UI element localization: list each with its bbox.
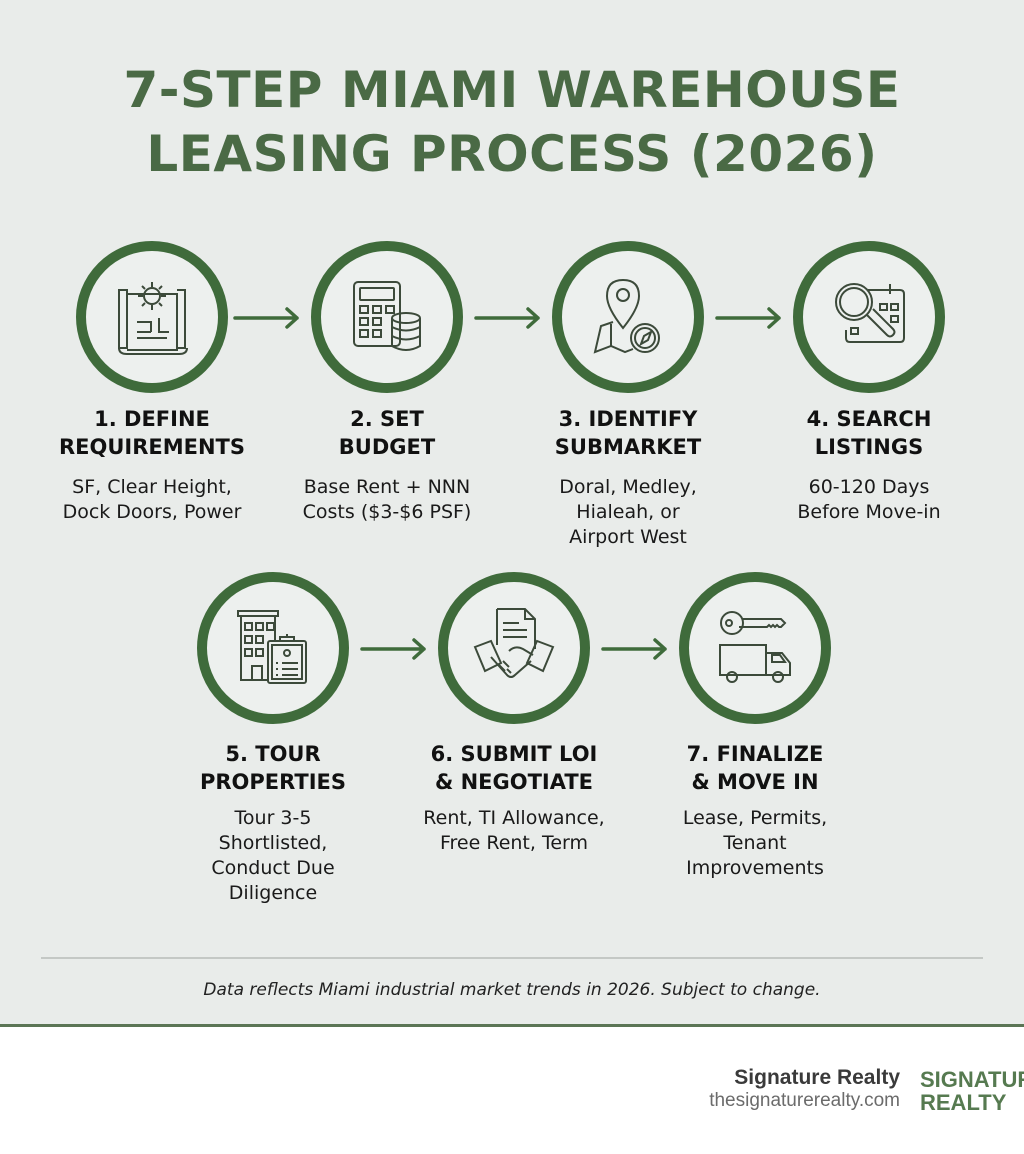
step-2-title-line1: 2. SET: [350, 407, 424, 431]
brand-name: Signature Realty: [734, 1066, 900, 1089]
step-4-title-line1: 4. SEARCH: [806, 407, 932, 431]
step-1-desc-line: Dock Doors, Power: [62, 501, 242, 523]
step-7-description: Lease, Permits, Tenant Improvements: [635, 806, 875, 881]
page-title: 7-STEP MIAMI WAREHOUSE LEASING PROCESS (…: [0, 58, 1024, 186]
step-6-desc-line: Free Rent, Term: [439, 832, 589, 854]
building-clipboard-icon: [237, 610, 307, 684]
step-7-desc-line: Improvements: [686, 857, 824, 879]
step-6-title-line2: & NEGOTIATE: [434, 770, 594, 794]
step-2-description: Base Rent + NNN Costs ($3-$6 PSF): [267, 475, 507, 525]
step-5-desc-line: Diligence: [228, 882, 318, 904]
brand-url[interactable]: thesignaturerealty.com: [709, 1090, 900, 1111]
step-3-desc-line: Doral, Medley,: [559, 476, 697, 498]
step-4-title-line2: LISTINGS: [814, 435, 924, 459]
arrow-5-to-6: [360, 638, 426, 660]
step-4-circle: [793, 241, 945, 393]
step-1-description: SF, Clear Height, Dock Doors, Power: [32, 475, 272, 525]
step-7-title: 7. FINALIZE & MOVE IN: [635, 740, 875, 796]
logo-line-2: REALTY: [920, 1090, 1007, 1115]
step-7-title-line1: 7. FINALIZE: [686, 742, 824, 766]
step-4-desc-line: 60-120 Days: [808, 476, 930, 498]
step-1-title-line1: 1. DEFINE: [94, 407, 210, 431]
step-4-description: 60-120 Days Before Move-in: [749, 475, 989, 525]
step-3-circle: [552, 241, 704, 393]
step-6-description: Rent, TI Allowance, Free Rent, Term: [394, 806, 634, 856]
step-6-desc-line: Rent, TI Allowance,: [423, 807, 605, 829]
blueprint-gear-icon: [118, 282, 188, 355]
step-4-desc-line: Before Move-in: [797, 501, 941, 523]
step-3-title: 3. IDENTIFY SUBMARKET: [508, 405, 748, 461]
step-7-title-line2: & MOVE IN: [691, 770, 819, 794]
step-5-description: Tour 3-5 Shortlisted, Conduct Due Dilige…: [153, 806, 393, 906]
step-1-desc-line: SF, Clear Height,: [72, 476, 232, 498]
step-5-desc-line: Conduct Due: [211, 857, 335, 879]
step-2-title-line2: BUDGET: [338, 435, 436, 459]
step-7-desc-line: Lease, Permits,: [682, 807, 828, 829]
arrow-2-to-3: [474, 307, 540, 329]
step-5-title: 5. TOUR PROPERTIES: [153, 740, 393, 796]
document-handshake-icon: [473, 608, 555, 678]
infographic-panel: [0, 0, 1024, 1024]
step-1-title-line2: REQUIREMENTS: [58, 435, 246, 459]
step-5-desc-line: Tour 3-5: [234, 807, 312, 829]
footnote-divider: [41, 957, 983, 959]
title-line-1: 7-STEP MIAMI WAREHOUSE: [123, 61, 901, 119]
arrow-1-to-2: [233, 307, 299, 329]
step-4-title: 4. SEARCH LISTINGS: [749, 405, 989, 461]
map-pin-compass-icon: [593, 278, 660, 354]
step-6-circle: [438, 572, 590, 724]
footnote: Data reflects Miami industrial market tr…: [203, 980, 821, 1000]
step-1-title: 1. DEFINE REQUIREMENTS: [32, 405, 272, 461]
step-2-circle: [311, 241, 463, 393]
step-2-desc-line: Costs ($3-$6 PSF): [302, 501, 472, 523]
step-6-title: 6. SUBMIT LOI & NEGOTIATE: [394, 740, 634, 796]
step-3-desc-line: Hialeah, or: [576, 501, 680, 523]
step-6-title-line1: 6. SUBMIT LOI: [430, 742, 598, 766]
step-5-circle: [197, 572, 349, 724]
step-7-circle: [679, 572, 831, 724]
step-3-description: Doral, Medley, Hialeah, or Airport West: [508, 475, 748, 550]
key-truck-icon: [719, 611, 791, 683]
step-2-desc-line: Base Rent + NNN: [303, 476, 471, 498]
magnifier-calendar-icon: [835, 283, 905, 343]
arrow-6-to-7: [601, 638, 667, 660]
step-2-title: 2. SET BUDGET: [267, 405, 507, 461]
step-5-title-line1: 5. TOUR: [225, 742, 321, 766]
step-3-title-line2: SUBMARKET: [554, 435, 702, 459]
step-1-circle: [76, 241, 228, 393]
step-3-title-line1: 3. IDENTIFY: [558, 407, 698, 431]
step-5-title-line2: PROPERTIES: [200, 770, 346, 794]
arrow-3-to-4: [715, 307, 781, 329]
title-line-2: LEASING PROCESS (2026): [146, 125, 878, 183]
step-5-desc-line: Shortlisted,: [218, 832, 328, 854]
step-3-desc-line: Airport West: [569, 526, 687, 548]
calculator-coins-icon: [353, 281, 421, 351]
footer-rule: [0, 1024, 1024, 1027]
step-7-desc-line: Tenant: [723, 832, 787, 854]
